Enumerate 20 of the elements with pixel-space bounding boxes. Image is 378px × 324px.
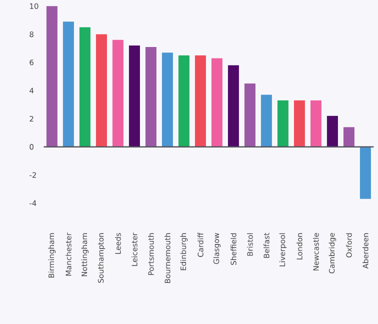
bar <box>326 116 338 147</box>
bar <box>260 94 272 147</box>
bar <box>112 40 124 147</box>
bar <box>211 58 222 147</box>
bar <box>194 55 206 147</box>
bar <box>145 46 156 147</box>
bar <box>62 22 74 147</box>
bar <box>96 34 107 147</box>
bar <box>79 27 90 147</box>
bar <box>277 100 288 147</box>
bar <box>162 52 173 147</box>
bar <box>360 146 371 199</box>
bar <box>244 83 256 147</box>
bar <box>343 127 354 147</box>
bar <box>128 45 140 147</box>
bar <box>178 55 190 147</box>
bar <box>228 65 239 147</box>
bar <box>46 6 58 147</box>
bar <box>310 100 322 147</box>
bar <box>294 100 305 147</box>
